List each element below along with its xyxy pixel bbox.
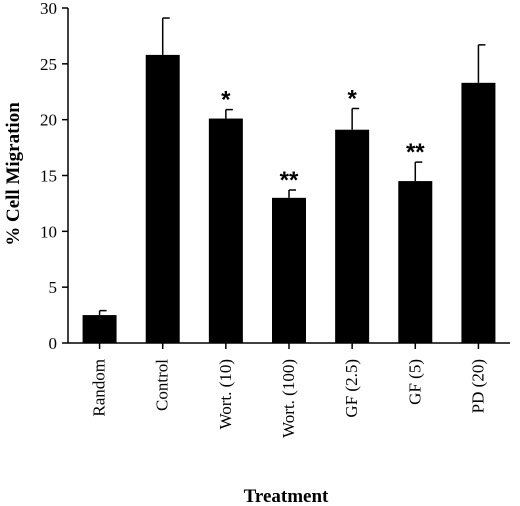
y-tick-label: 25	[40, 55, 57, 74]
significance-label: *	[347, 86, 357, 113]
x-tick-label: Random	[90, 359, 109, 417]
x-tick-label: GF (5)	[405, 359, 424, 405]
x-axis-title: Treatment	[244, 486, 329, 506]
x-tick-label: Wort. (10)	[216, 359, 235, 429]
x-tick-label: Control	[153, 359, 172, 411]
y-axis-title: % Cell Migration	[3, 102, 24, 246]
y-tick-label: 10	[40, 222, 57, 241]
bar	[398, 181, 433, 343]
y-tick-label: 30	[40, 0, 57, 18]
y-tick-label: 0	[49, 334, 58, 353]
plot-area: 0 5 10 15 20 25 30 Random Control * Wort. (10) ** Wo…	[40, 0, 510, 438]
x-tick-label: PD (20)	[468, 359, 487, 413]
bar	[461, 82, 496, 344]
bar	[335, 129, 370, 343]
significance-label: *	[221, 87, 231, 114]
bar	[82, 315, 117, 343]
bar	[208, 118, 243, 343]
bar	[145, 54, 180, 344]
y-tick-label: 20	[40, 111, 57, 130]
y-tick-label: 5	[49, 278, 58, 297]
significance-label: **	[406, 139, 425, 166]
bar	[272, 197, 306, 343]
x-tick-label: GF (2.5)	[342, 359, 361, 418]
significance-label: **	[280, 167, 299, 194]
x-tick-label: Wort. (100)	[279, 359, 298, 438]
y-tick-label: 15	[40, 167, 57, 186]
